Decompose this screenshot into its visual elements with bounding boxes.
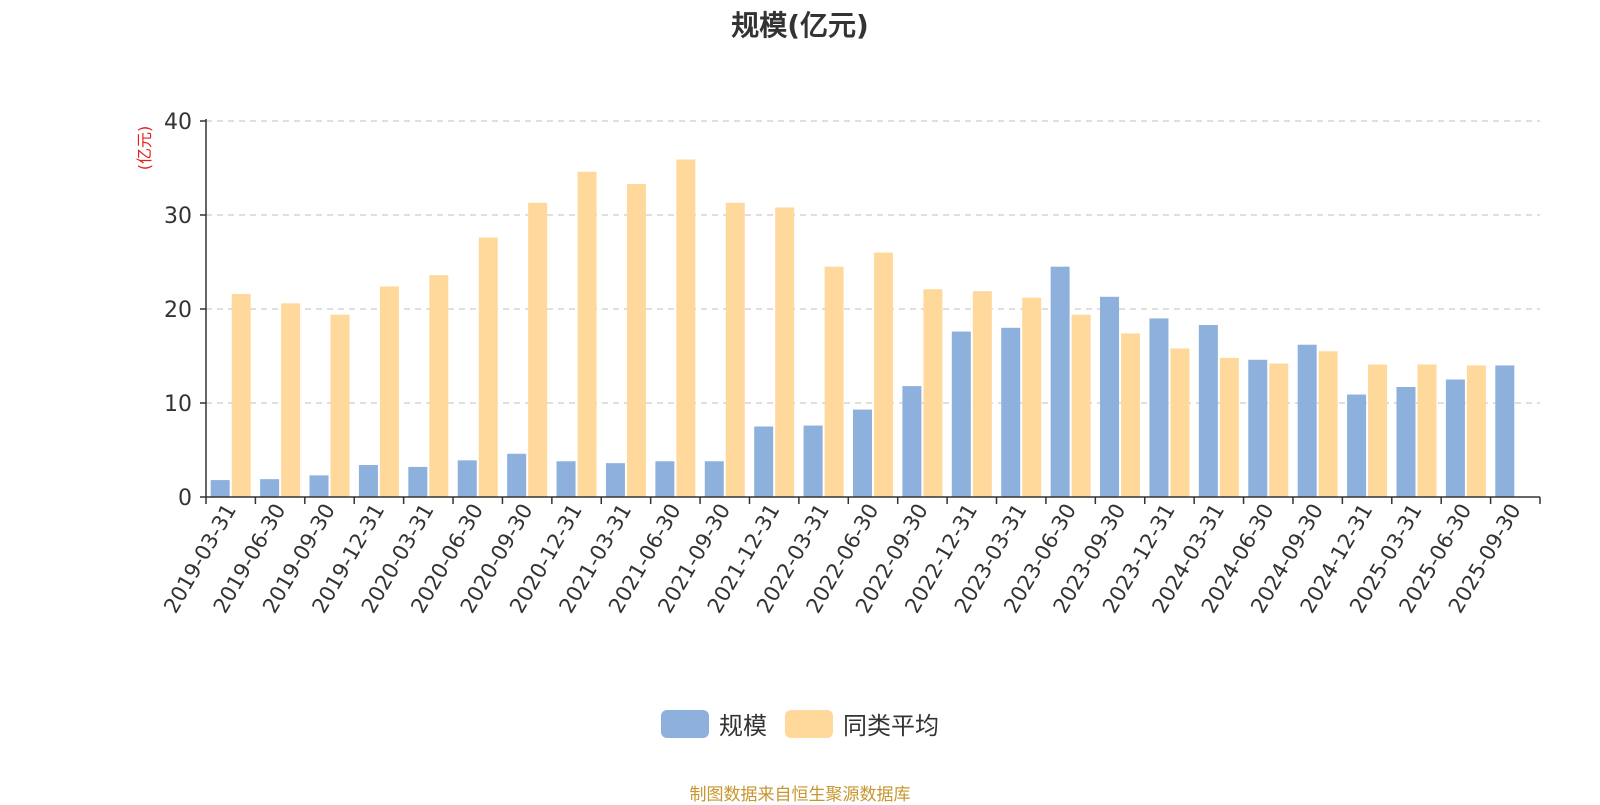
bar-peer-average-2024-12-31 bbox=[1368, 364, 1388, 497]
bar-peer-average-2023-09-30 bbox=[1121, 333, 1141, 497]
bar-peer-average-2020-03-31 bbox=[429, 275, 449, 497]
bar-peer-average-2020-09-30 bbox=[528, 202, 548, 497]
bar-peer-average-2025-06-30 bbox=[1466, 365, 1486, 497]
bar-peer-average-2023-06-30 bbox=[1071, 314, 1091, 497]
bar-peer-average-2023-03-31 bbox=[1022, 297, 1042, 497]
legend-item-peer-average[interactable]: 同类平均 bbox=[785, 706, 939, 741]
bar-scale-2021-03-31 bbox=[605, 463, 625, 497]
bar-scale-2025-09-30 bbox=[1495, 365, 1515, 497]
bar-scale-2020-03-31 bbox=[408, 466, 428, 497]
bar-scale-2019-03-31 bbox=[210, 480, 230, 497]
bar-peer-average-2019-03-31 bbox=[231, 293, 251, 497]
bar-scale-2023-12-31 bbox=[1149, 318, 1169, 497]
bar-peer-average-2021-09-30 bbox=[725, 202, 745, 497]
bar-scale-2024-12-31 bbox=[1347, 394, 1367, 497]
bar-peer-average-2025-03-31 bbox=[1417, 364, 1437, 497]
y-tick-label: 10 bbox=[164, 392, 192, 417]
bar-scale-2025-03-31 bbox=[1396, 387, 1416, 497]
bar-peer-average-2022-03-31 bbox=[824, 266, 844, 497]
bar-scale-2023-03-31 bbox=[1001, 327, 1021, 497]
bar-peer-average-2024-03-31 bbox=[1219, 357, 1239, 497]
bar-peer-average-2019-12-31 bbox=[379, 286, 399, 497]
bar-peer-average-2021-12-31 bbox=[775, 207, 795, 498]
legend: 规模 同类平均 bbox=[0, 706, 1600, 741]
legend-label-scale: 规模 bbox=[719, 712, 767, 740]
bar-peer-average-2019-09-30 bbox=[330, 314, 350, 497]
bar-peer-average-2024-09-30 bbox=[1318, 351, 1338, 497]
bar-scale-2024-03-31 bbox=[1198, 324, 1218, 497]
bar-peer-average-2022-09-30 bbox=[923, 289, 943, 497]
bar-scale-2022-06-30 bbox=[853, 409, 872, 497]
bar-scale-2025-06-30 bbox=[1445, 379, 1465, 497]
bar-scale-2020-06-30 bbox=[457, 460, 477, 497]
y-tick-label: 30 bbox=[164, 204, 192, 229]
bar-scale-2022-12-31 bbox=[951, 331, 971, 497]
bar-scale-2022-03-31 bbox=[803, 425, 823, 497]
bar-peer-average-2022-06-30 bbox=[874, 252, 893, 497]
bar-scale-2020-09-30 bbox=[507, 453, 527, 497]
bars bbox=[210, 159, 1515, 498]
bar-scale-2020-12-31 bbox=[556, 461, 576, 497]
legend-label-peer-average: 同类平均 bbox=[843, 712, 939, 740]
legend-swatch-peer-average bbox=[785, 709, 833, 738]
bar-scale-2022-09-30 bbox=[902, 386, 922, 497]
bar-scale-2021-06-30 bbox=[655, 461, 675, 497]
bar-scale-2024-06-30 bbox=[1248, 359, 1268, 497]
y-tick-label: 0 bbox=[178, 486, 192, 511]
bar-peer-average-2020-12-31 bbox=[577, 171, 597, 497]
bar-scale-2023-06-30 bbox=[1050, 266, 1070, 497]
legend-swatch-scale bbox=[661, 709, 709, 738]
bar-scale-2021-12-31 bbox=[754, 426, 774, 497]
bar-peer-average-2020-06-30 bbox=[478, 237, 498, 497]
chart-title: 规模(亿元) bbox=[731, 9, 869, 42]
bar-scale-2019-09-30 bbox=[309, 475, 329, 497]
bar-peer-average-2022-12-31 bbox=[972, 291, 992, 497]
bar-scale-2024-09-30 bbox=[1297, 344, 1317, 497]
bar-peer-average-2019-06-30 bbox=[281, 303, 301, 497]
bar-peer-average-2023-12-31 bbox=[1170, 348, 1190, 497]
y-tick-label: 40 bbox=[164, 110, 192, 135]
bar-scale-2019-06-30 bbox=[260, 479, 280, 497]
bar-peer-average-2021-03-31 bbox=[626, 183, 646, 498]
bar-scale-2023-09-30 bbox=[1100, 296, 1120, 497]
bar-peer-average-2024-06-30 bbox=[1269, 363, 1289, 497]
y-axis-label: (亿元) bbox=[135, 126, 154, 171]
legend-item-scale[interactable]: 规模 bbox=[661, 706, 767, 741]
y-tick-label: 20 bbox=[164, 298, 192, 323]
bar-scale-2019-12-31 bbox=[358, 465, 378, 497]
source-note: 制图数据来自恒生聚源数据库 bbox=[689, 785, 911, 805]
bar-peer-average-2021-06-30 bbox=[676, 159, 696, 498]
bar-scale-2021-09-30 bbox=[704, 461, 724, 497]
grid-lines bbox=[206, 120, 1540, 404]
